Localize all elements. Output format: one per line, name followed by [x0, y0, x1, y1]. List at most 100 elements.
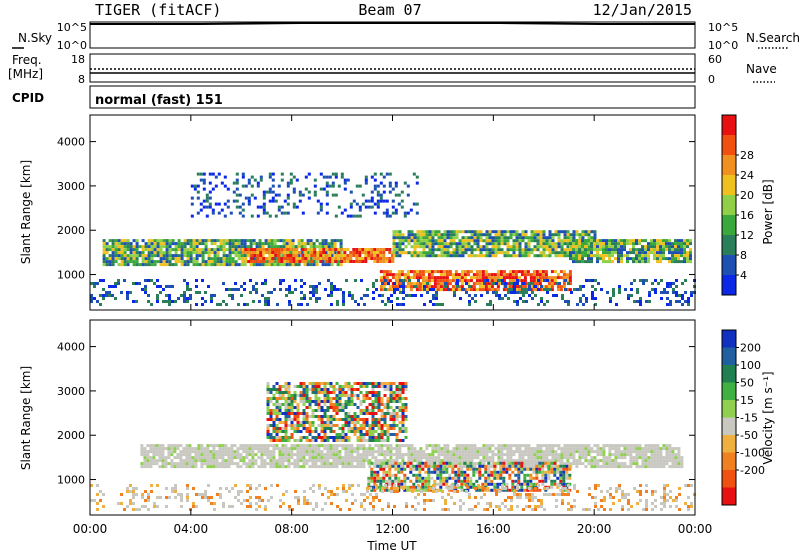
heatmap-cell	[251, 450, 255, 454]
heatmap-cell	[132, 254, 136, 258]
heatmap-cell	[464, 251, 468, 255]
heatmap-cell	[468, 508, 471, 511]
heatmap-cell	[424, 276, 428, 280]
heatmap-cell	[228, 254, 232, 258]
heatmap-cell	[297, 239, 301, 243]
heatmap-cell	[424, 461, 428, 465]
heatmap-cell	[325, 211, 329, 215]
heatmap-cell	[542, 230, 546, 234]
heatmap-cell	[330, 502, 333, 505]
heatmap-cell	[576, 490, 579, 493]
heatmap-cell	[473, 453, 477, 457]
heatmap-cell	[510, 508, 513, 511]
heatmap-cell	[677, 248, 680, 252]
heatmap-cell	[273, 245, 277, 249]
heatmap-cell	[415, 464, 419, 468]
heatmap-cell	[392, 254, 396, 258]
heatmap-cell	[439, 479, 443, 483]
heatmap-cell	[150, 242, 154, 246]
heatmap-cell	[428, 242, 432, 246]
heatmap-cell	[221, 450, 225, 454]
heatmap-cell	[529, 482, 533, 486]
heatmap-cell	[161, 447, 165, 451]
heatmap-cell	[473, 447, 477, 451]
heatmap-cell	[412, 282, 416, 286]
heatmap-cell	[370, 476, 374, 480]
heatmap-cell	[423, 499, 426, 502]
heatmap-cell	[475, 479, 479, 483]
heatmap-cell	[605, 459, 609, 463]
heatmap-cell	[347, 450, 351, 454]
heatmap-cell	[511, 270, 515, 274]
heatmap-cell	[503, 444, 507, 448]
heatmap-cell	[454, 288, 458, 292]
heatmap-cell	[447, 288, 450, 291]
heatmap-cell	[304, 175, 308, 179]
heatmap-cell	[394, 473, 398, 477]
heatmap-cell	[194, 456, 198, 460]
heatmap-cell	[455, 453, 459, 457]
heatmap-cell	[521, 233, 525, 237]
heatmap-cell	[334, 248, 338, 251]
heatmap-cell	[614, 245, 617, 249]
heatmap-cell	[382, 257, 386, 260]
heatmap-cell	[578, 248, 581, 252]
heatmap-cell	[290, 456, 294, 460]
heatmap-cell	[367, 476, 371, 480]
heatmap-cell	[448, 282, 452, 286]
heatmap-cell	[259, 260, 263, 263]
heatmap-cell	[152, 450, 156, 454]
heatmap-cell	[219, 245, 223, 249]
heatmap-cell	[653, 465, 657, 469]
heatmap-cell	[639, 279, 642, 282]
heatmap-cell	[208, 172, 212, 176]
heatmap-cell	[449, 245, 453, 249]
heatmap-cell	[336, 300, 339, 303]
heatmap-cell	[168, 245, 172, 249]
heatmap-cell	[544, 473, 548, 477]
heatmap-cell	[382, 270, 386, 274]
heatmap-cell	[144, 242, 148, 246]
heatmap-cell	[234, 254, 238, 258]
heatmap-cell	[488, 459, 492, 463]
heatmap-cell	[490, 464, 494, 468]
heatmap-cell	[523, 464, 527, 468]
heatmap-cell	[335, 447, 339, 451]
heatmap-cell	[403, 211, 407, 215]
heatmap-cell	[443, 251, 447, 255]
heatmap-cell	[388, 279, 392, 283]
heatmap-cell	[237, 288, 240, 291]
heatmap-cell	[297, 499, 300, 502]
heatmap-cell	[156, 242, 160, 246]
heatmap-cell	[249, 291, 252, 294]
colorbar-swatch	[722, 255, 736, 275]
heatmap-cell	[596, 251, 599, 255]
heatmap-cell	[241, 260, 245, 263]
heatmap-cell	[550, 285, 554, 289]
heatmap-cell	[513, 300, 516, 303]
heatmap-cell	[563, 450, 567, 454]
heatmap-cell	[358, 214, 362, 218]
heatmap-cell	[608, 453, 612, 457]
heatmap-cell	[366, 487, 369, 490]
heatmap-cell	[455, 462, 459, 466]
heatmap-cell	[443, 456, 447, 460]
heatmap-cell	[267, 245, 271, 249]
heatmap-cell	[560, 254, 564, 258]
heatmap-cell	[111, 245, 115, 249]
heatmap-cell	[409, 270, 413, 274]
heatmap-cell	[220, 181, 224, 185]
heatmap-cell	[496, 282, 500, 286]
heatmap-cell	[334, 260, 338, 263]
heatmap-cell	[642, 279, 645, 282]
heatmap-cell	[461, 251, 465, 255]
heatmap-cell	[557, 245, 561, 249]
heatmap-cell	[370, 248, 374, 251]
heatmap-cell	[686, 239, 689, 243]
heatmap-cell	[451, 273, 455, 277]
heatmap-cell	[541, 470, 545, 474]
heatmap-cell	[347, 465, 351, 469]
heatmap-cell	[483, 493, 486, 496]
heatmap-cell	[459, 499, 462, 502]
heatmap-cell	[379, 485, 383, 489]
